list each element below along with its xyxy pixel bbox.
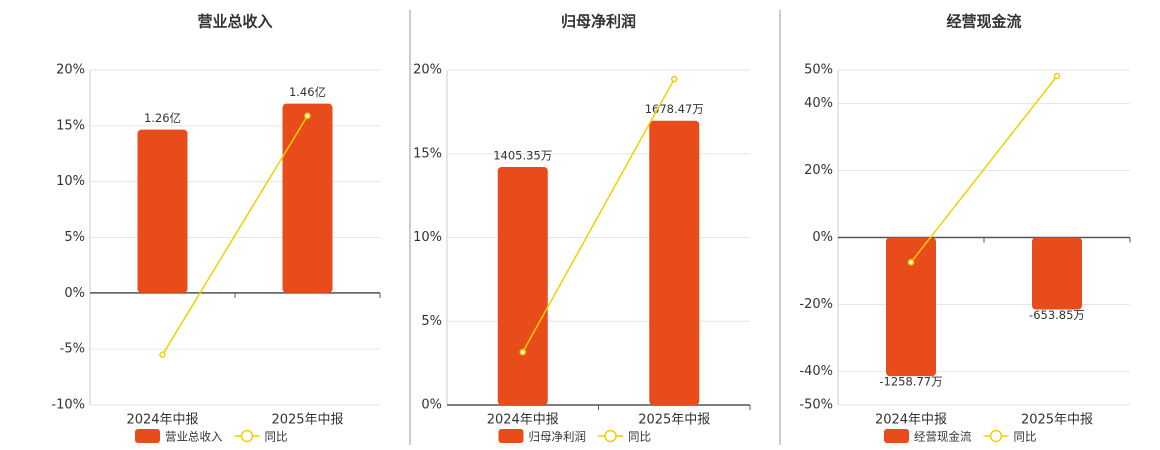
bar xyxy=(497,166,548,405)
point xyxy=(159,351,166,358)
chart-title: 营业总收入 xyxy=(197,13,272,31)
value-label: 1678.47万 xyxy=(645,102,704,116)
legend-label: 归母净利润 xyxy=(529,430,587,444)
y-tick-label: 10% xyxy=(413,230,442,245)
x-tick-label: 2025年中报 xyxy=(271,413,343,428)
chart-title: 经营现金流 xyxy=(946,13,1021,31)
point xyxy=(671,75,678,83)
bar xyxy=(282,103,333,293)
x-tick-label: 2024年中报 xyxy=(875,413,947,428)
point xyxy=(304,112,311,120)
y-tick-label: 20% xyxy=(804,163,833,178)
y-tick-label: -40% xyxy=(799,364,833,379)
y-tick-label: 10% xyxy=(56,174,85,189)
y-tick-label: 40% xyxy=(804,96,833,111)
legend-label: 同比 xyxy=(1014,430,1037,444)
bar xyxy=(1032,237,1082,310)
x-tick-label: 2025年中报 xyxy=(1021,413,1093,428)
legend-label: 营业总收入 xyxy=(165,430,223,444)
line xyxy=(910,75,1058,263)
value-label: 1.46亿 xyxy=(289,85,326,99)
bar xyxy=(137,129,188,293)
legend-swatch xyxy=(989,429,1003,443)
y-tick-label: -20% xyxy=(799,297,833,312)
y-tick-label: -50% xyxy=(799,398,833,413)
y-tick-label: -5% xyxy=(60,342,85,357)
legend-swatch xyxy=(498,429,524,443)
y-tick-label: 5% xyxy=(421,314,442,329)
legend-label: 同比 xyxy=(265,430,288,444)
legend-swatch xyxy=(135,429,160,443)
y-tick-label: 0% xyxy=(64,286,85,301)
y-tick-label: 0% xyxy=(812,230,833,245)
y-tick-label: -10% xyxy=(51,398,85,413)
value-label: 1405.35万 xyxy=(493,148,552,162)
y-tick-label: 0% xyxy=(421,398,442,413)
line xyxy=(161,115,309,356)
point xyxy=(907,259,915,266)
legend-label: 同比 xyxy=(628,430,651,444)
y-tick-label: 20% xyxy=(56,63,85,78)
y-tick-label: 50% xyxy=(804,63,833,78)
value-label: -653.85万 xyxy=(1029,308,1085,322)
y-tick-label: 20% xyxy=(413,63,442,78)
chart-title: 归母净利润 xyxy=(561,13,636,31)
legend-label: 经营现金流 xyxy=(914,430,972,444)
bar xyxy=(886,237,936,377)
x-tick-label: 2024年中报 xyxy=(487,413,559,428)
x-tick-label: 2025年中报 xyxy=(638,413,710,428)
y-tick-label: 15% xyxy=(413,146,442,161)
point xyxy=(519,348,526,356)
value-label: 1.26亿 xyxy=(144,111,181,125)
value-label: -1258.77万 xyxy=(879,375,942,389)
x-tick-label: 2024年中报 xyxy=(126,413,198,428)
legend-swatch xyxy=(884,429,909,443)
y-tick-label: 15% xyxy=(56,118,85,133)
legend-swatch xyxy=(240,429,254,443)
line xyxy=(522,78,675,353)
legend-swatch xyxy=(604,429,617,443)
point xyxy=(1053,72,1061,80)
bar xyxy=(649,120,700,405)
y-tick-label: 5% xyxy=(64,230,85,245)
